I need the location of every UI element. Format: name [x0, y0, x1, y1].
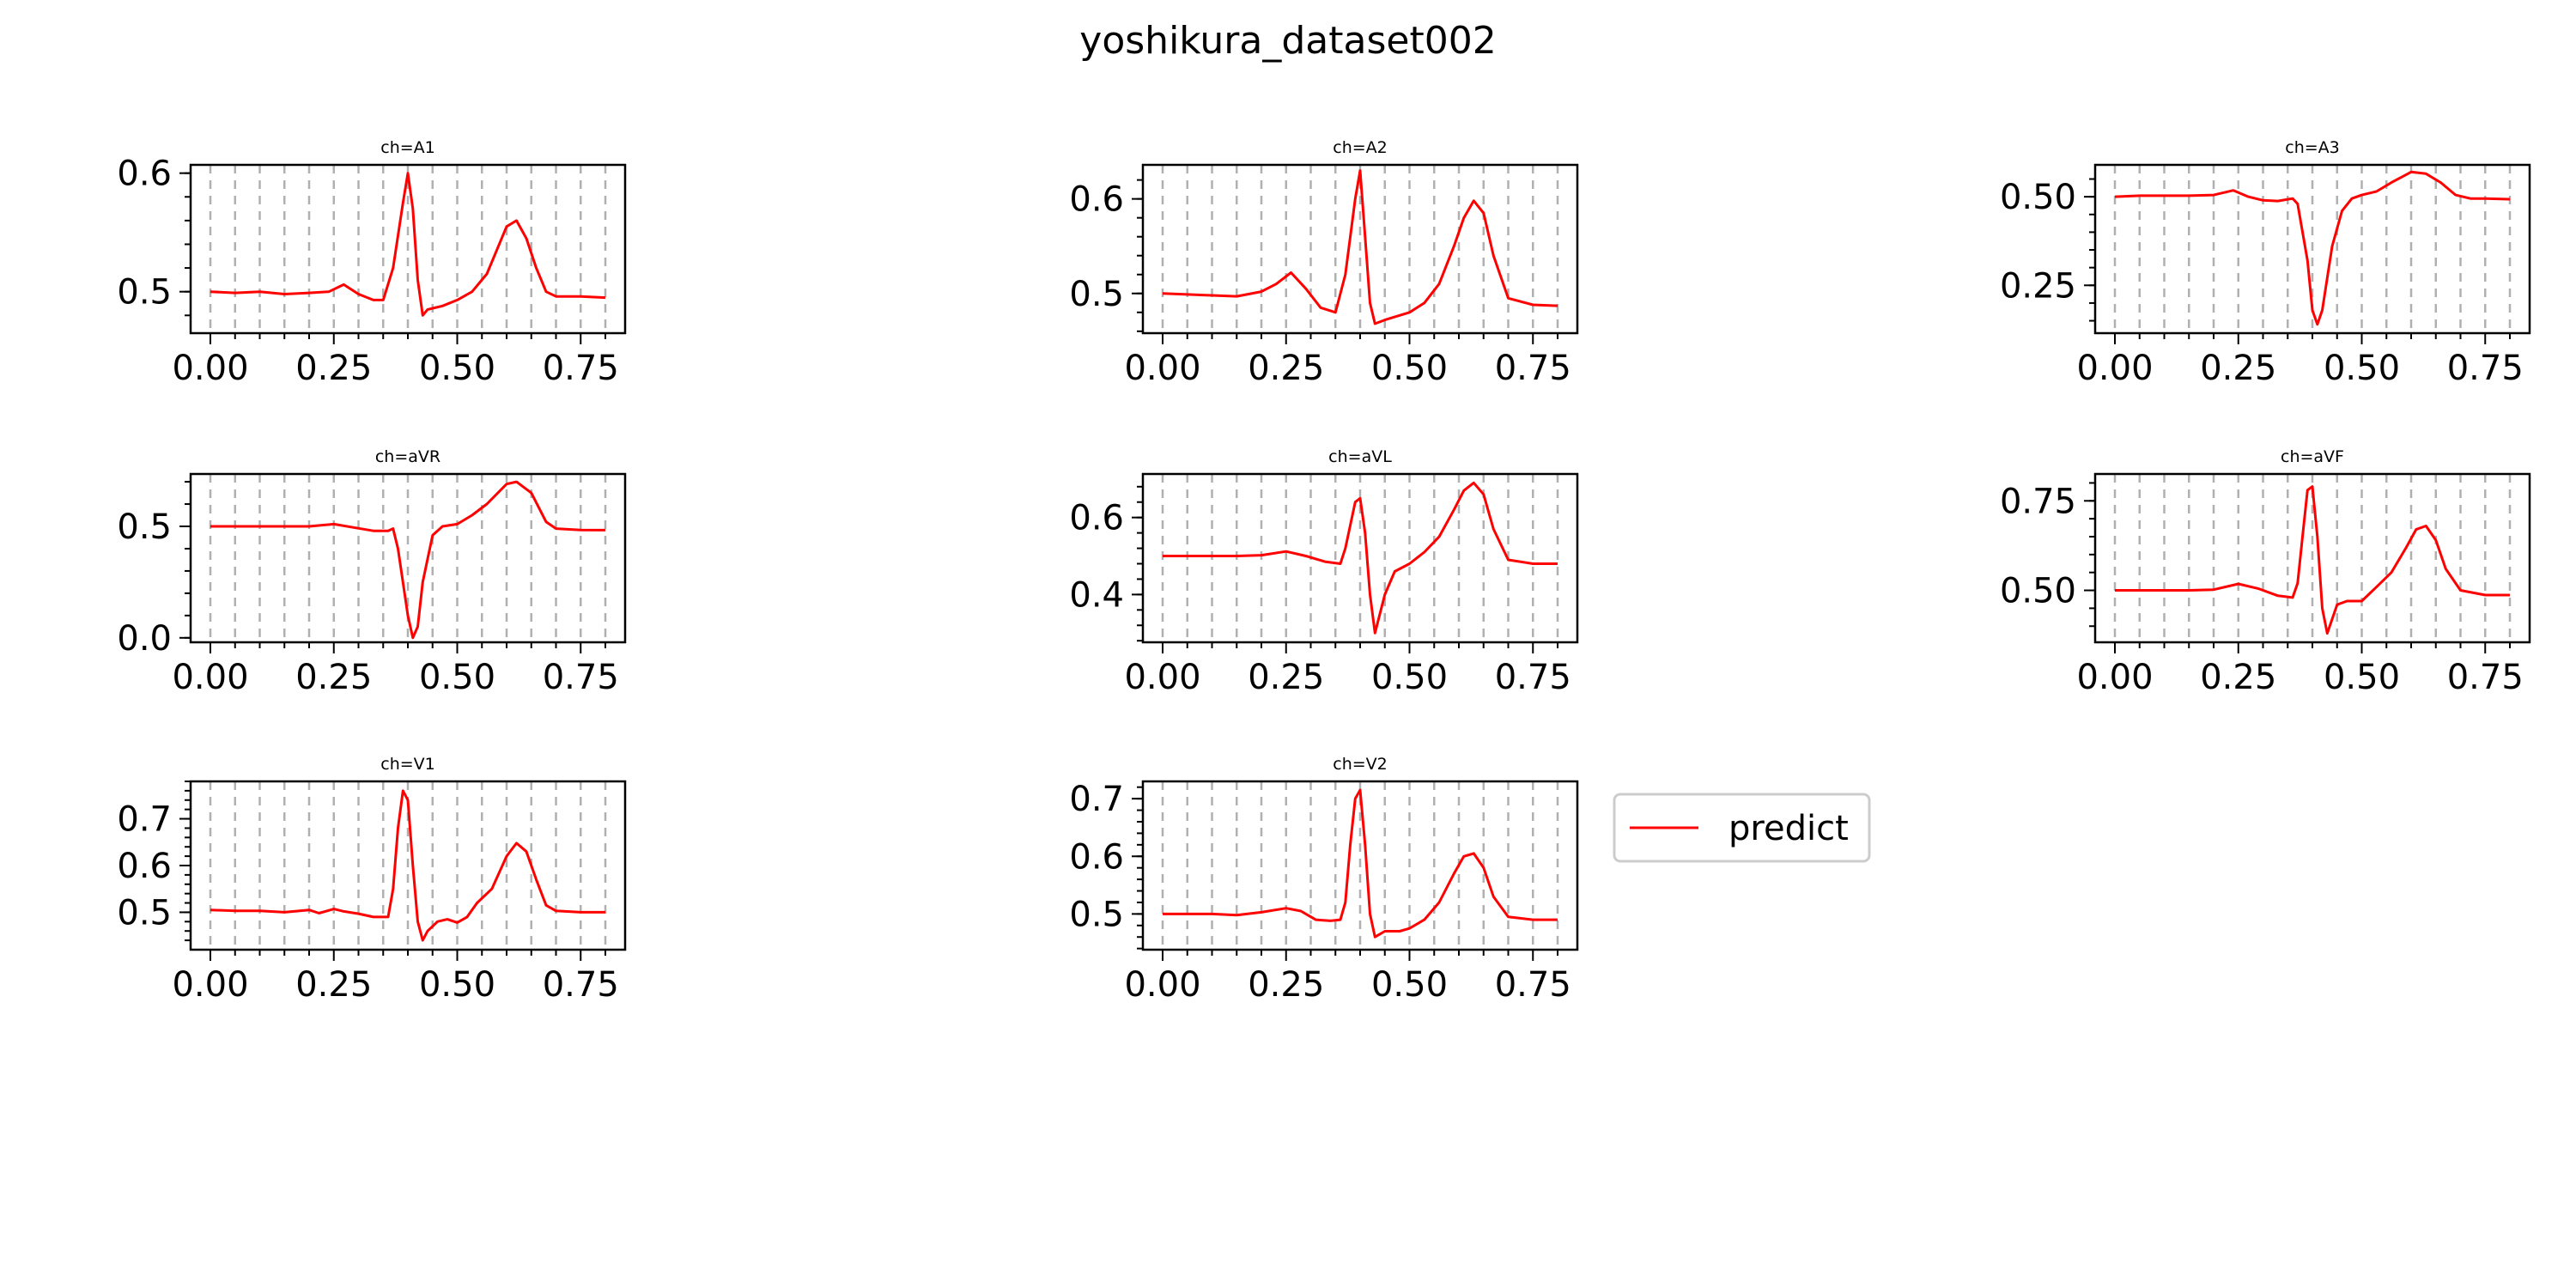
y-tick-label: 0.0 [117, 619, 172, 659]
subplot-title: ch=A3 [2285, 138, 2340, 157]
y-tick-label: 0.6 [117, 155, 172, 194]
axes-frame [2093, 472, 2531, 644]
x-tick-label: 0.75 [2447, 658, 2524, 697]
series-line-predict [1163, 481, 1558, 635]
x-tick-label: 0.25 [295, 658, 372, 697]
x-tick-label: 0.50 [419, 965, 495, 1005]
subplot-title: ch=aVR [375, 447, 440, 466]
y-tick-label: 0.5 [1069, 895, 1124, 934]
subplot-a2: ch=A2 0.00 0.25 0.50 0.75 0.5 0.6 [1069, 138, 1579, 388]
x-tick-label: 0.00 [2076, 658, 2153, 697]
y-tick-label: 0.7 [117, 800, 172, 840]
subplot-title: ch=A2 [1333, 138, 1388, 157]
x-tick-label: 0.00 [1124, 658, 1200, 697]
y-tick-label: 0.6 [1069, 499, 1124, 538]
x-tick-label: 0.50 [1371, 349, 1448, 388]
axes-frame [189, 163, 627, 335]
figure-title: yoshikura_dataset002 [1079, 19, 1496, 63]
x-tick-label: 0.75 [543, 658, 619, 697]
y-tick-label: 0.6 [1069, 180, 1124, 220]
x-tick-label: 0.25 [1248, 349, 1324, 388]
x-tick-label: 0.25 [2200, 658, 2276, 697]
axes-frame [1141, 472, 1579, 644]
series-line-predict [210, 789, 605, 942]
x-tick-label: 0.75 [1495, 965, 1571, 1005]
axes-frame [189, 472, 627, 644]
series-line-predict [210, 172, 606, 317]
x-tick-label: 0.50 [419, 349, 495, 388]
series-line-predict [1163, 788, 1558, 939]
y-tick-label: 0.5 [117, 273, 172, 313]
subplot-v2: ch=V2 0.00 0.25 0.50 0.75 0.5 0.6 0.7 [1069, 755, 1579, 1005]
x-tick-label: 0.25 [1248, 965, 1324, 1005]
y-tick-label: 0.5 [117, 507, 172, 547]
x-tick-label: 0.50 [1371, 658, 1448, 697]
series-line-predict [2114, 170, 2511, 326]
y-tick-label: 0.7 [1069, 780, 1124, 819]
legend-frame [1613, 793, 1871, 863]
x-tick-label: 0.75 [1495, 349, 1571, 388]
subplot-avr: ch=aVR 0.00 0.25 0.50 0.75 0.0 0.5 [117, 447, 627, 697]
subplot-title: ch=V2 [1333, 755, 1388, 774]
y-tick-label: 0.50 [2000, 572, 2076, 611]
x-tick-label: 0.25 [1248, 658, 1324, 697]
y-tick-label: 0.25 [2000, 266, 2076, 306]
y-tick-label: 0.50 [2000, 178, 2076, 217]
subplot-v1: ch=V1 0.00 0.25 0.50 0.75 0.5 0.6 0.7 [117, 755, 627, 1005]
x-tick-label: 0.00 [172, 658, 248, 697]
x-tick-label: 0.25 [2200, 349, 2276, 388]
axes-frame [1141, 163, 1579, 335]
x-tick-label: 0.50 [2324, 349, 2400, 388]
series-line-predict [210, 480, 606, 640]
subplot-title: ch=aVL [1328, 447, 1392, 466]
x-tick-label: 0.00 [172, 349, 248, 388]
series-line-predict [1162, 169, 1558, 325]
subplot-grid: ch=A1 0.00 0.25 0.50 0.75 0.5 0.6 ch=A2 0.00 0.25… [117, 138, 2531, 1005]
legend: predict [1613, 793, 1871, 863]
x-tick-label: 0.75 [2447, 349, 2524, 388]
x-tick-label: 0.75 [543, 965, 619, 1005]
subplot-avf: ch=aVF 0.00 0.25 0.50 0.75 0.50 0.75 [2000, 447, 2531, 697]
axes-frame [2093, 163, 2531, 335]
y-tick-label: 0.5 [1069, 275, 1124, 314]
axes-frame [1141, 780, 1579, 951]
y-tick-label: 0.4 [1069, 575, 1124, 615]
y-tick-label: 0.5 [117, 893, 172, 933]
x-tick-label: 0.50 [1371, 965, 1448, 1005]
x-tick-label: 0.00 [1124, 965, 1200, 1005]
y-tick-label: 0.75 [2000, 482, 2076, 521]
x-tick-label: 0.75 [543, 349, 619, 388]
legend-label: predict [1728, 809, 1849, 848]
subplot-avl: ch=aVL 0.00 0.25 0.50 0.75 0.4 0.6 [1069, 447, 1579, 697]
subplot-title: ch=V1 [380, 755, 435, 774]
subplot-title: ch=A1 [380, 138, 435, 157]
x-tick-label: 0.50 [2324, 658, 2400, 697]
subplot-a1: ch=A1 0.00 0.25 0.50 0.75 0.5 0.6 [117, 138, 627, 388]
x-tick-label: 0.50 [419, 658, 495, 697]
subplot-a3: ch=A3 0.00 0.25 0.50 0.75 0.25 0.50 [2000, 138, 2531, 388]
x-tick-label: 0.25 [295, 349, 372, 388]
x-tick-label: 0.25 [295, 965, 372, 1005]
axes-frame [189, 780, 627, 951]
x-tick-label: 0.00 [1124, 349, 1200, 388]
x-tick-label: 0.00 [172, 965, 248, 1005]
x-tick-label: 0.75 [1495, 658, 1571, 697]
y-tick-label: 0.6 [1069, 837, 1124, 877]
y-tick-label: 0.6 [117, 847, 172, 886]
series-line-predict [2115, 485, 2510, 635]
subplot-title: ch=aVF [2281, 447, 2344, 466]
x-tick-label: 0.00 [2076, 349, 2153, 388]
